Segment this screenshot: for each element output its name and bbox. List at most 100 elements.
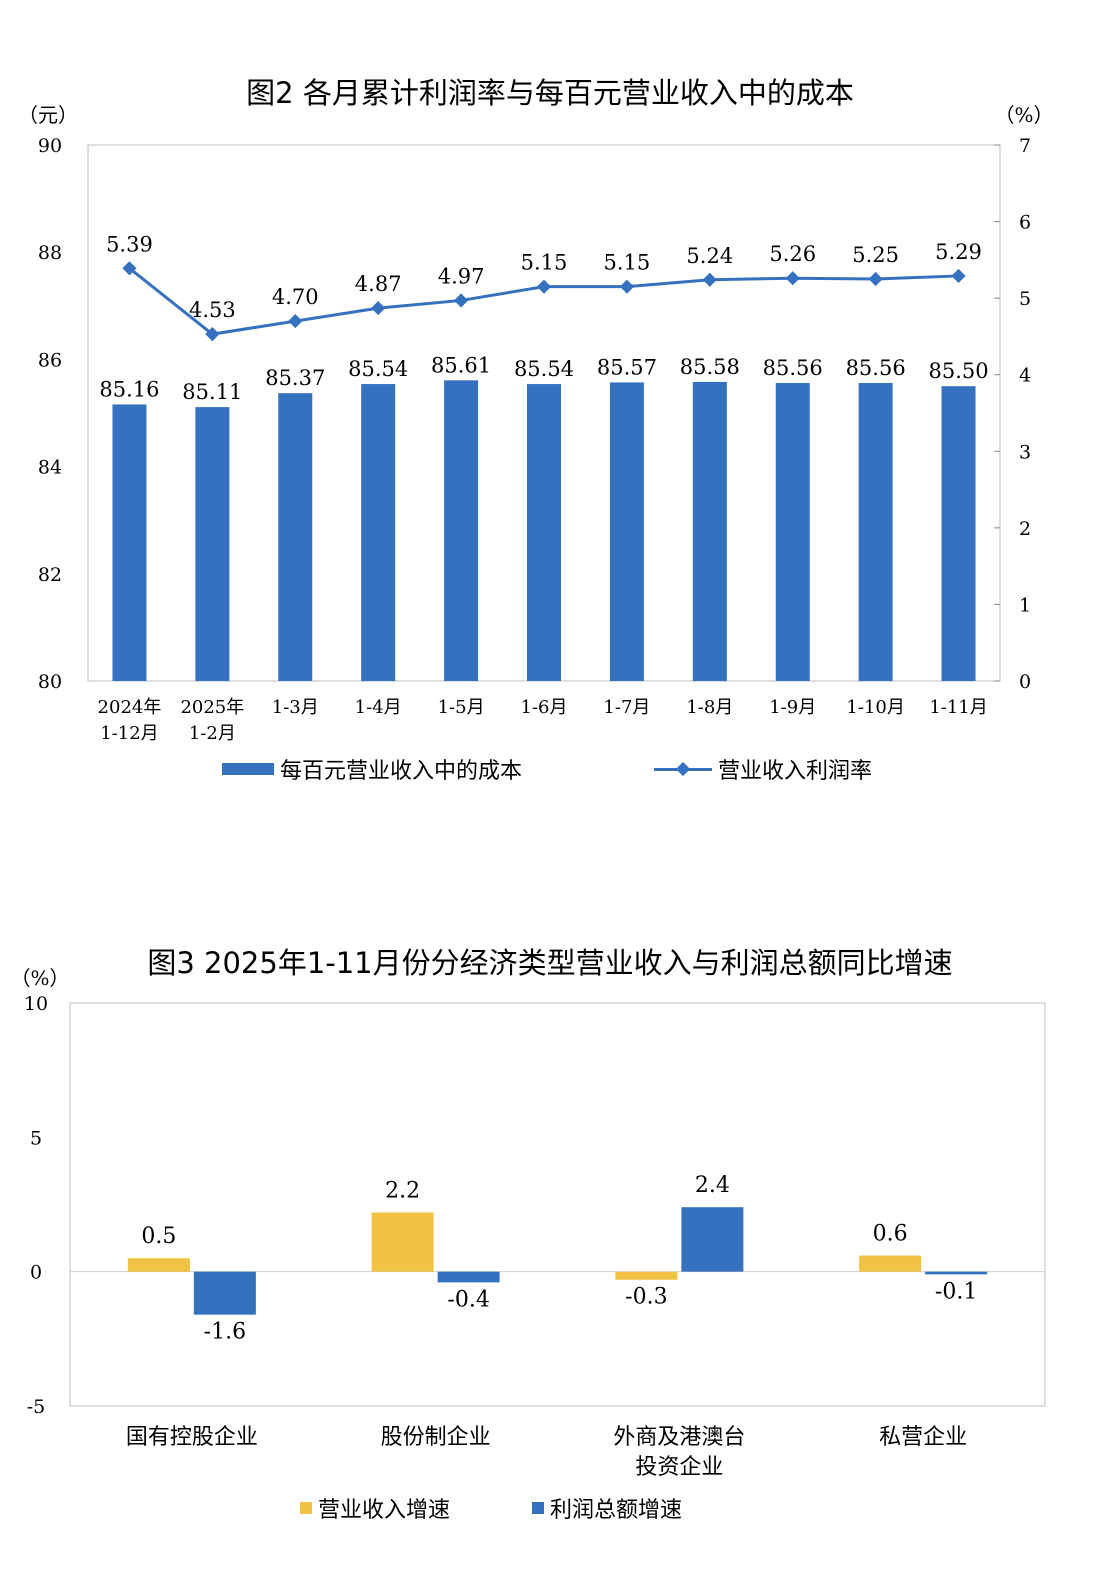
profit-rate-label: 4.53 — [189, 298, 236, 322]
y-left-tick-label: 90 — [38, 135, 62, 157]
cost-bar-label: 85.54 — [514, 357, 574, 381]
cost-bar — [361, 384, 396, 681]
y-left-tick-label: 84 — [38, 457, 62, 479]
chart3-title: 图3 2025年1-11月份分经济类型营业收入与利润总额同比增速 — [147, 946, 953, 980]
cost-bar-label: 85.57 — [597, 355, 657, 379]
profit-rate-point — [619, 279, 634, 294]
y-right-tick-label: 1 — [1019, 594, 1031, 616]
profit-rate-label: 5.15 — [521, 251, 568, 275]
cost-bar-label: 85.61 — [431, 353, 491, 377]
chart2-legend-line: 营业收入利润率 — [654, 753, 872, 785]
profit-growth-label: -0.1 — [935, 1279, 977, 1304]
chart3-legend-profit: 利润总额增速 — [532, 1492, 682, 1524]
cost-bar — [112, 404, 147, 681]
x-category-label: 1-7月 — [603, 697, 650, 718]
cost-bar-label: 85.16 — [99, 377, 159, 401]
profit-rate-label: 5.25 — [852, 243, 899, 267]
profit-rate-point — [122, 261, 137, 276]
revenue-legend-label: 营业收入增速 — [318, 1498, 451, 1523]
profit-growth-label: -1.6 — [204, 1320, 246, 1345]
revenue-legend-swatch — [300, 1502, 312, 1514]
profit-rate-label: 4.97 — [438, 264, 485, 288]
cost-bar-label: 85.58 — [680, 355, 740, 379]
profit-legend-label: 利润总额增速 — [550, 1498, 683, 1523]
chart2-legend-bar: 每百元营业收入中的成本 — [222, 753, 522, 785]
chart3-legend-revenue: 营业收入增速 — [300, 1492, 450, 1524]
profit-growth-bar — [681, 1207, 744, 1272]
profit-rate-label: 4.87 — [355, 272, 402, 296]
profit-rate-label: 4.70 — [272, 285, 319, 309]
revenue-growth-label: 2.2 — [385, 1179, 420, 1204]
y-unit: （%） — [10, 966, 69, 990]
cost-bar — [609, 382, 644, 681]
cost-bar-label: 85.37 — [265, 366, 325, 390]
y-left-tick-label: 82 — [38, 564, 62, 586]
cost-bar — [278, 393, 313, 681]
profit-rate-line — [128, 267, 959, 336]
profit-rate-point — [536, 279, 552, 294]
profit-growth-bar — [925, 1271, 988, 1275]
bar-legend-label: 每百元营业收入中的成本 — [280, 759, 523, 784]
cost-bar — [195, 407, 230, 681]
profit-rate-label: 5.29 — [935, 240, 982, 264]
cost-bar-label: 85.50 — [928, 359, 988, 383]
profit-rate-point — [288, 314, 303, 329]
chart3-plot: -5 0 5 10 （%） 0.5 2.2 -0.3 0.6 -1.6 -0.4 2.4 -0.1 国有控… — [10, 966, 1046, 1480]
y-right-unit: （%） — [994, 103, 1053, 127]
y-right-tick-label: 2 — [1019, 518, 1031, 540]
y-right-tick-label: 5 — [1019, 288, 1031, 310]
y-tick-label: 10 — [24, 993, 48, 1015]
x-category-label: 1-4月 — [355, 697, 402, 718]
cost-bar — [444, 380, 479, 681]
cost-bar — [527, 384, 561, 681]
y-right-tick-label: 3 — [1019, 441, 1031, 463]
cost-bar-label: 85.56 — [763, 356, 823, 380]
profit-rate-label: 5.15 — [604, 251, 651, 275]
profit-rate-point — [205, 327, 220, 342]
profit-growth-bar — [437, 1271, 500, 1283]
y-right-tick-label: 7 — [1019, 135, 1031, 157]
chart3-plot-frame — [69, 1002, 1046, 1407]
x-category-label: 国有控股企业 — [126, 1425, 258, 1450]
profit-rate-point — [785, 271, 800, 286]
y-right-tick-label: 4 — [1019, 365, 1031, 387]
y-tick-label: 0 — [30, 1262, 42, 1284]
revenue-growth-bar — [127, 1258, 190, 1272]
line-legend-swatch — [654, 761, 712, 777]
y-left-unit: （元） — [18, 103, 78, 127]
bar-legend-swatch — [222, 763, 274, 775]
y-right-tick-label: 6 — [1019, 212, 1031, 234]
revenue-growth-bar — [371, 1212, 434, 1272]
x-category-label: 私营企业 — [879, 1425, 967, 1450]
chart2-plot: 80 82 84 86 88 90 0 1 2 3 4 5 6 7 （元） （%） 85.16 85.11 85.3… — [18, 103, 1054, 744]
profit-rate-label: 5.24 — [686, 244, 733, 268]
revenue-growth-bar — [859, 1255, 922, 1272]
x-category-label: 股份制企业 — [381, 1425, 491, 1450]
line-legend-label: 营业收入利润率 — [718, 759, 873, 784]
x-category-label: 1-10月 — [846, 697, 904, 718]
profit-rate-point — [951, 268, 966, 284]
cost-bar — [692, 381, 727, 681]
profit-growth-label: 2.4 — [695, 1173, 730, 1198]
profit-rate-point — [454, 293, 469, 308]
x-category-label: 2025年 1-2月 — [180, 697, 244, 744]
x-category-label: 外商及港澳台投资企业 — [613, 1425, 745, 1480]
cost-bar — [941, 386, 976, 681]
x-category-label: 1-6月 — [521, 697, 568, 718]
x-category-label: 1-11月 — [929, 697, 987, 718]
revenue-growth-label: -0.3 — [625, 1285, 667, 1310]
y-left-tick-label: 88 — [38, 242, 62, 264]
y-tick-label: -5 — [27, 1396, 46, 1418]
profit-legend-swatch — [532, 1502, 544, 1514]
x-category-label: 1-8月 — [686, 697, 733, 718]
profit-rate-label: 5.26 — [769, 242, 816, 266]
cost-bar-label: 85.56 — [846, 356, 906, 380]
revenue-growth-bar — [615, 1271, 678, 1280]
cost-bar-label: 85.11 — [182, 380, 242, 404]
cost-bar-label: 85.54 — [348, 357, 408, 381]
y-tick-label: 5 — [30, 1127, 42, 1149]
y-left-tick-label: 86 — [38, 349, 62, 371]
revenue-growth-label: 0.5 — [141, 1224, 176, 1249]
x-category-label: 2024年 1-12月 — [98, 697, 162, 744]
profit-growth-bar — [193, 1271, 256, 1315]
